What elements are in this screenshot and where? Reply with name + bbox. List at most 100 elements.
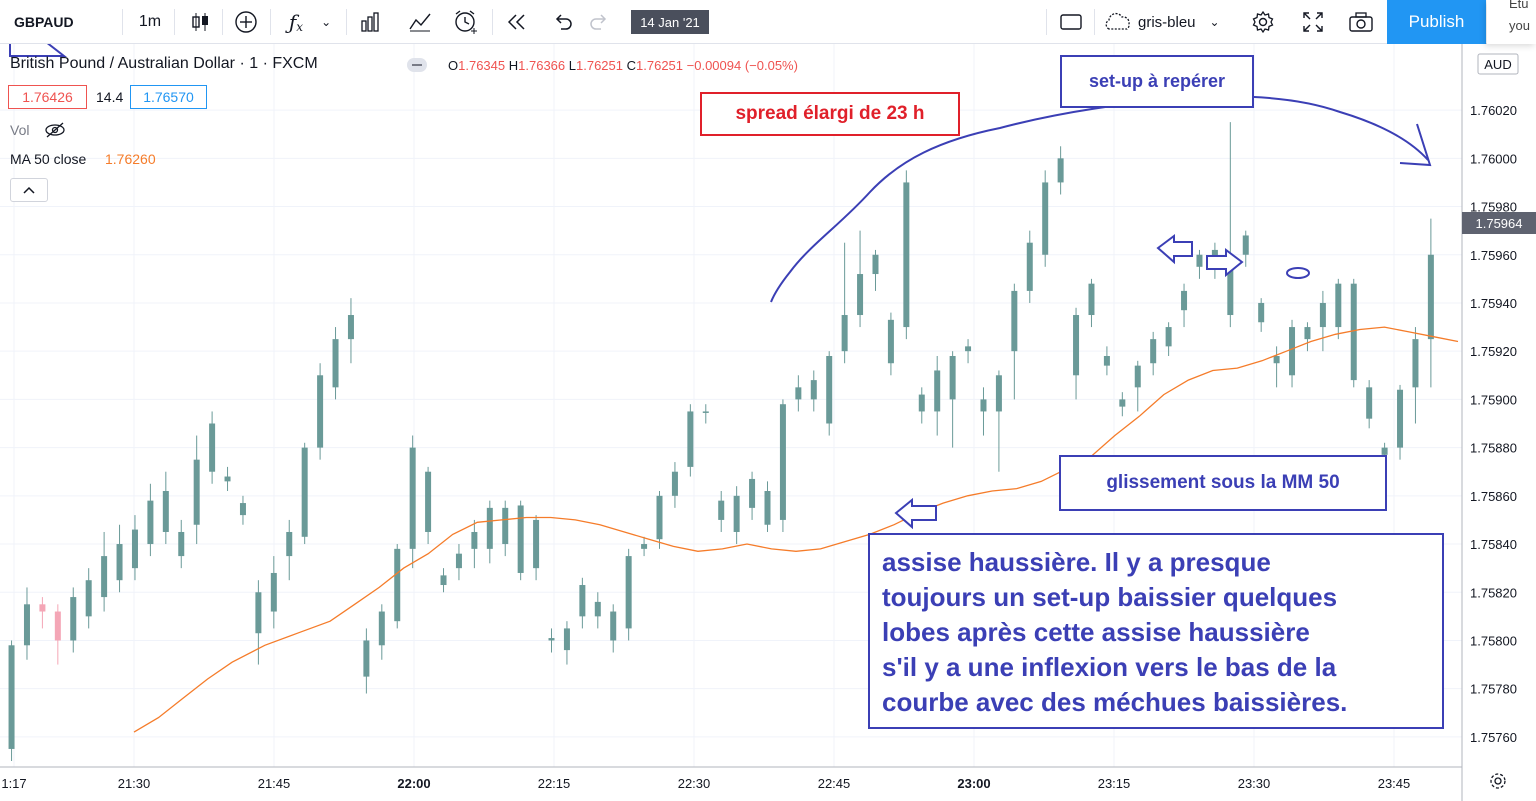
price-tick-label: 1.75980 [1470,200,1517,215]
candle-up [934,370,941,412]
time-tick-label: 23:00 [957,776,990,791]
time-tick-label: 1:17 [1,776,26,791]
corner-text-2: you [1509,18,1530,33]
rectangle-icon[interactable] [1054,0,1088,44]
ma-value: 1.76260 [105,151,156,167]
gear-icon[interactable] [1246,0,1280,44]
candle-up [409,447,416,549]
candle-up [347,315,354,340]
candle-up [301,447,308,537]
candle-up [1381,447,1388,455]
candle-up [764,491,771,525]
price-tick-label: 1.75940 [1470,296,1517,311]
plus-circle-icon[interactable] [228,0,264,44]
candle-up [1088,283,1095,316]
time-tick-label: 22:15 [538,776,571,791]
price-axis: 1.76020 1.76000 1.75980 1.75960 1.75940 1.759… [1470,103,1517,745]
candle-up [857,274,864,316]
candle-up [1057,158,1064,183]
candle-up [162,491,169,532]
cloud-icon [1102,12,1136,32]
candle-up [533,519,540,569]
fx-icon[interactable]: ƒ x ⌄ [288,10,332,34]
candle-up [1011,290,1018,352]
arrow-left-drawing-1 [1156,234,1193,265]
current-price-box [1462,212,1536,234]
candle-up [718,500,725,520]
spread-annotation: spread élargi de 23 h [700,92,960,136]
time-axis: 1:17 21:30 21:45 22:00 22:15 22:30 22:45 23:00 2… [1,776,1410,791]
ask-box[interactable]: 1.76570 [130,85,207,109]
candle-up [378,611,385,646]
candle-up [70,597,77,641]
date-chip[interactable]: 14 Jan '21 [631,10,709,34]
candle-up [980,399,987,412]
candle-up [1319,302,1326,328]
time-tick-label: 21:30 [118,776,151,791]
price-tick-label: 1.75800 [1470,633,1517,648]
candle-up [1227,266,1234,316]
vol-label: Vol [10,122,30,138]
candle-up [594,601,601,617]
line-chart-icon[interactable] [402,0,438,44]
interval-button[interactable]: 1m [128,0,172,44]
eye-toggle-icon[interactable] [407,58,427,72]
price-tick-label: 1.75820 [1470,585,1517,600]
candle-up [1165,327,1172,347]
candle-up [255,592,262,634]
candle-up [1196,254,1203,267]
candle-up [687,411,694,467]
collapse-legend-button[interactable] [10,178,48,202]
assise-line-2: toujours un set-up baissier quelques [882,582,1338,612]
undo-icon[interactable] [546,0,580,44]
bars-icon[interactable] [352,0,388,44]
candle-up [193,459,200,525]
candle-up [872,254,879,275]
axis-settings-icon[interactable] [1490,773,1506,789]
candle-up [733,495,740,532]
current-price-label: 1.75964 [1476,216,1523,231]
currency-box [1477,53,1519,75]
candle-up [779,404,786,520]
price-tick-label: 1.75760 [1470,730,1517,745]
candle-up [671,471,678,496]
candle-up [8,645,15,749]
assise-line-4: s'il y a une inflexion vers le bas de la [882,652,1337,682]
candle-up [1134,365,1141,388]
price-tick-label: 1.75840 [1470,537,1517,552]
time-tick-label: 23:15 [1098,776,1131,791]
candle-up [810,380,817,400]
corner-diagonal-drawing [9,44,67,57]
candle-up [455,553,462,569]
candles-icon[interactable] [182,0,218,44]
fullscreen-icon[interactable] [1296,0,1330,44]
ma50-line [133,326,1459,733]
redo-icon[interactable] [582,0,616,44]
rewind-icon[interactable] [500,0,534,44]
layout-name: gris-bleu [1138,13,1196,31]
candle-up [749,478,756,508]
time-tick-label: 21:45 [258,776,291,791]
publish-button[interactable]: Publish [1387,0,1486,44]
candle-up [471,531,478,549]
assise-line-1: assise haussière. Il y a presque [882,547,1271,577]
candle-up [1427,254,1434,340]
candle-up [1412,339,1419,388]
candle-up [270,572,277,612]
arrow-right-drawing [1206,248,1244,278]
eye-off-icon[interactable] [44,122,66,138]
user-menu[interactable]: Etu you [1487,0,1536,44]
candle-up [1150,339,1157,364]
wick-circle-drawing [1286,267,1310,279]
bid-box[interactable]: 1.76426 [8,85,87,109]
candle-up [563,628,570,651]
top-toolbar: GBPAUD 1m ƒ x ⌄ 14 Jan '21 gris-bleu [0,0,1536,44]
camera-icon[interactable] [1344,0,1378,44]
candle-up [101,556,108,598]
candle-up [209,423,216,472]
legend-title[interactable]: British Pound / Australian Dollar · 1 · … [10,55,318,72]
symbol-search-button[interactable]: GBPAUD [6,0,102,44]
layout-name-button[interactable]: gris-bleu ⌄ [1102,0,1234,44]
interval-label: 1m [138,13,162,30]
alarm-icon[interactable] [448,0,484,44]
